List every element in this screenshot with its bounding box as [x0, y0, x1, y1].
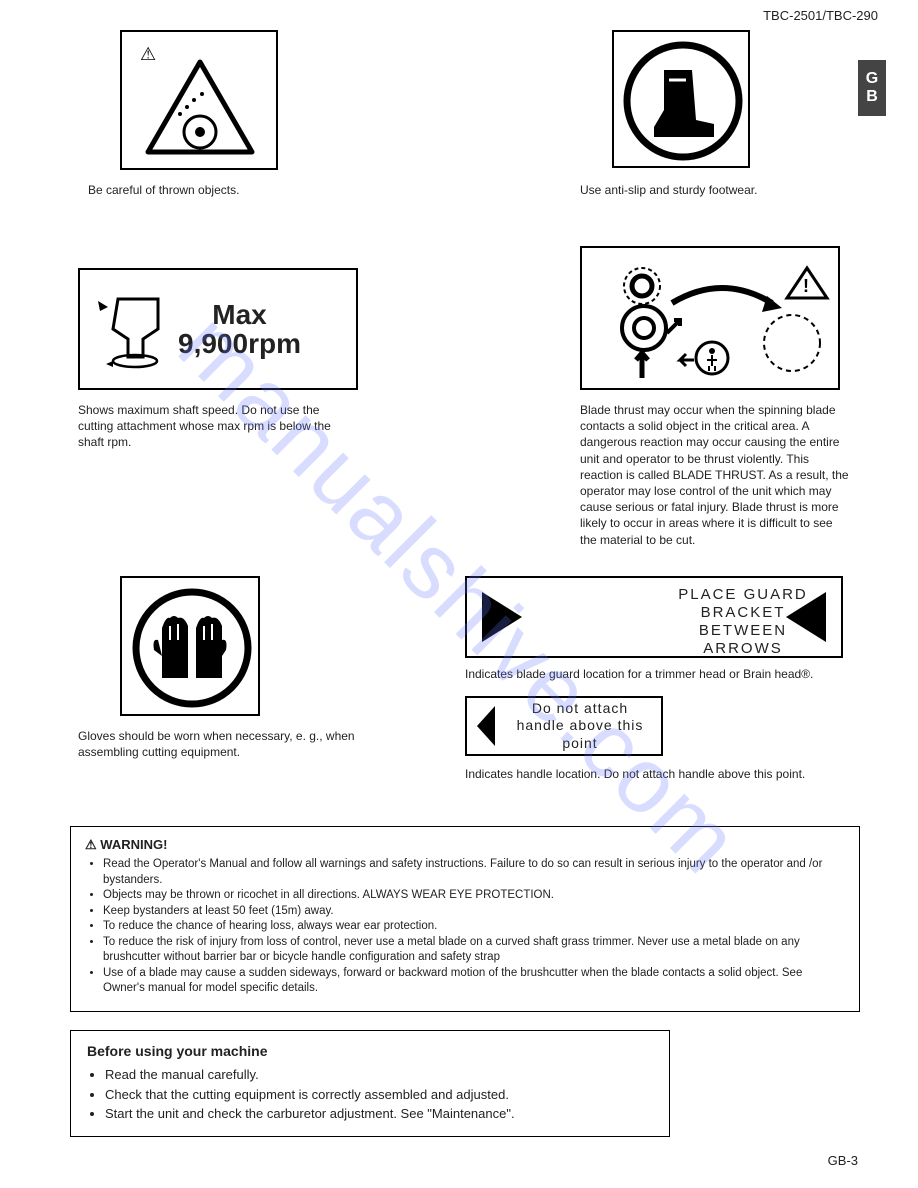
language-tab-gb: G B: [858, 60, 886, 116]
footer-page-number: GB-3: [828, 1153, 858, 1168]
panel-guard-bracket: PLACE GUARD BRACKET BETWEEN ARROWS: [465, 576, 843, 658]
before-using-title: Before using your machine: [87, 1043, 653, 1059]
warning-box: ⚠ WARNING! Read the Operator's Manual an…: [70, 826, 860, 1012]
panel-footwear: [612, 30, 750, 168]
before-using-box: Before using your machine Read the manua…: [70, 1030, 670, 1137]
before-item: Check that the cutting equipment is corr…: [105, 1085, 653, 1105]
caption-blade-thrust: Blade thrust may occur when the spinning…: [580, 402, 852, 548]
warning-item: Read the Operator's Manual and follow al…: [103, 857, 845, 888]
warning-item: To reduce the chance of hearing loss, al…: [103, 919, 845, 935]
footwear-icon: [614, 32, 752, 170]
panel-max-rpm: Max 9,900rpm: [78, 268, 358, 390]
warning-item: To reduce the risk of injury from loss o…: [103, 935, 845, 966]
caption-rpm: Shows maximum shaft speed. Do not use th…: [78, 402, 358, 451]
rpm-max-label: Max: [178, 300, 301, 329]
guard-arrow-right-icon: [477, 587, 527, 647]
caption-footwear: Use anti-slip and sturdy footwear.: [580, 182, 840, 198]
thrown-objects-icon: ⚠: [122, 32, 280, 172]
before-item: Read the manual carefully.: [105, 1065, 653, 1085]
panel-gloves: [120, 576, 260, 716]
warning-item: Keep bystanders at least 50 feet (15m) a…: [103, 904, 845, 920]
caption-guard: Indicates blade guard location for a tri…: [465, 666, 845, 682]
caption-handle: Indicates handle location. Do not attach…: [465, 766, 855, 782]
warning-list: Read the Operator's Manual and follow al…: [85, 857, 845, 997]
caption-gloves: Gloves should be worn when necessary, e.…: [78, 728, 358, 760]
header-model-text: TBC-2501/TBC-290: [763, 8, 878, 23]
warning-title: ⚠ WARNING!: [85, 837, 845, 853]
svg-text:⚠: ⚠: [140, 44, 156, 64]
panel-blade-thrust: !: [580, 246, 840, 390]
panel-thrown-objects: ⚠: [120, 30, 278, 170]
guard-bracket-label: PLACE GUARD BRACKET BETWEEN ARROWS: [663, 586, 823, 658]
handle-point-label: Do not attach handle above this point: [507, 700, 653, 753]
caption-thrown-objects: Be careful of thrown objects.: [88, 182, 348, 198]
rpm-value: 9,900rpm: [178, 329, 301, 358]
handle-arrow-icon: [475, 704, 499, 748]
before-using-list: Read the manual carefully. Check that th…: [87, 1065, 653, 1124]
warning-item: Objects may be thrown or ricochet in all…: [103, 888, 845, 904]
panel-handle-point: Do not attach handle above this point: [465, 696, 663, 756]
before-item: Start the unit and check the carburetor …: [105, 1104, 653, 1124]
blade-thrust-icon: !: [582, 248, 842, 392]
rpm-shaft-icon: [88, 279, 178, 379]
svg-text:!: !: [803, 276, 809, 296]
gb-letter-b: B: [866, 88, 878, 106]
gloves-icon: [122, 578, 262, 718]
gb-letter-g: G: [866, 70, 878, 88]
warning-item: Use of a blade may cause a sudden sidewa…: [103, 966, 845, 997]
